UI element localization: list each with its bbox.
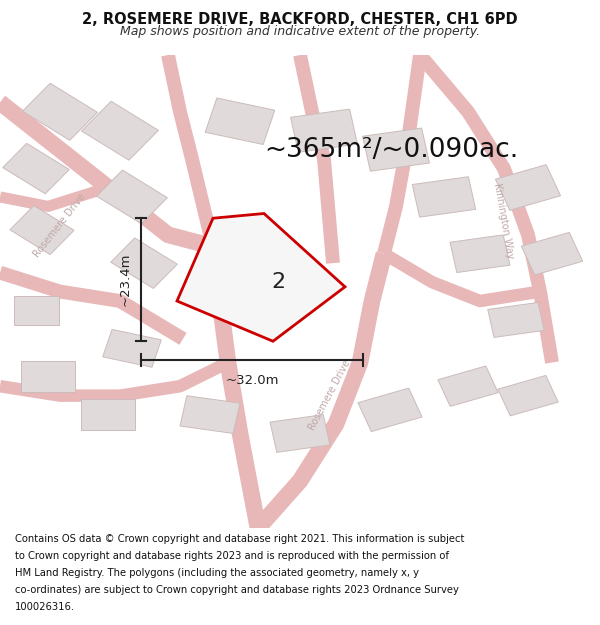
Polygon shape	[488, 302, 544, 338]
Polygon shape	[231, 257, 297, 308]
Polygon shape	[103, 329, 161, 367]
Polygon shape	[496, 164, 560, 211]
Text: ~32.0m: ~32.0m	[225, 374, 279, 388]
Polygon shape	[438, 366, 498, 406]
Polygon shape	[3, 143, 69, 194]
Polygon shape	[111, 238, 177, 288]
Polygon shape	[21, 361, 75, 392]
Polygon shape	[362, 128, 430, 171]
Text: Map shows position and indicative extent of the property.: Map shows position and indicative extent…	[120, 26, 480, 39]
Polygon shape	[412, 177, 476, 217]
Polygon shape	[180, 396, 240, 433]
Text: to Crown copyright and database rights 2023 and is reproduced with the permissio: to Crown copyright and database rights 2…	[15, 551, 449, 561]
Text: co-ordinates) are subject to Crown copyright and database rights 2023 Ordnance S: co-ordinates) are subject to Crown copyr…	[15, 585, 459, 595]
Text: Rosemere Drive: Rosemere Drive	[32, 191, 88, 259]
Text: ~365m²/~0.090ac.: ~365m²/~0.090ac.	[264, 137, 518, 162]
Polygon shape	[82, 101, 158, 160]
Polygon shape	[177, 214, 345, 341]
Polygon shape	[270, 414, 330, 452]
Text: Contains OS data © Crown copyright and database right 2021. This information is : Contains OS data © Crown copyright and d…	[15, 534, 464, 544]
Text: 100026316.: 100026316.	[15, 602, 75, 612]
Polygon shape	[205, 98, 275, 144]
Polygon shape	[81, 399, 135, 430]
Text: Rosemere Drive: Rosemere Drive	[307, 359, 353, 432]
Polygon shape	[358, 388, 422, 432]
Polygon shape	[97, 170, 167, 224]
Polygon shape	[521, 232, 583, 275]
Polygon shape	[23, 83, 97, 141]
Polygon shape	[450, 235, 510, 272]
Polygon shape	[290, 109, 358, 152]
Polygon shape	[498, 376, 558, 416]
Text: HM Land Registry. The polygons (including the associated geometry, namely x, y: HM Land Registry. The polygons (includin…	[15, 568, 419, 578]
Text: 2, ROSEMERE DRIVE, BACKFORD, CHESTER, CH1 6PD: 2, ROSEMERE DRIVE, BACKFORD, CHESTER, CH…	[82, 12, 518, 27]
Text: 2: 2	[271, 272, 286, 292]
Polygon shape	[180, 269, 240, 314]
Text: Kinnington Way: Kinnington Way	[493, 182, 515, 259]
Polygon shape	[10, 206, 74, 254]
Polygon shape	[14, 296, 59, 324]
Text: ~23.4m: ~23.4m	[119, 253, 132, 306]
